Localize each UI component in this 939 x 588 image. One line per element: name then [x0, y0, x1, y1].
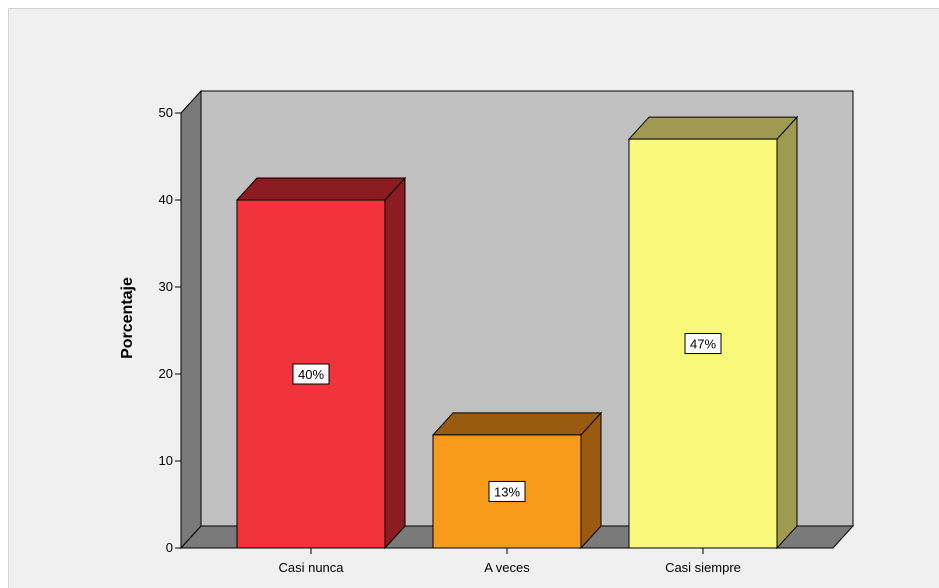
data-label-box — [684, 333, 722, 355]
y-axis: 0 10 20 30 40 50 — [159, 105, 182, 555]
bar: 40% — [235, 176, 407, 550]
bar: 13% — [431, 411, 603, 550]
x-tick-label: A veces — [484, 560, 530, 575]
y-tick-label: 40 — [159, 192, 173, 207]
y-tick-label: 0 — [166, 540, 173, 555]
data-label-box — [488, 480, 526, 502]
bar-top — [431, 412, 603, 436]
y-tick-label: 50 — [159, 105, 173, 120]
x-tick-label: Casi nunca — [278, 560, 344, 575]
data-label: 13% — [494, 484, 520, 499]
bar-side — [580, 411, 602, 550]
bar: 47% — [627, 115, 799, 550]
bar-top — [627, 116, 799, 140]
data-label: 40% — [298, 367, 324, 382]
bar-side — [384, 176, 406, 550]
data-label: 47% — [690, 337, 716, 352]
y-tick-label: 30 — [159, 279, 173, 294]
data-label-box — [292, 363, 330, 385]
x-axis-labels: Casi nunca A veces Casi siempre — [278, 548, 741, 575]
y-tick-label: 10 — [159, 453, 173, 468]
y-tick-label: 20 — [159, 366, 173, 381]
plot-side-wall — [180, 89, 202, 550]
bar-top — [235, 177, 407, 201]
bars-group: 40% 13% 47% — [235, 115, 799, 550]
x-tick-label: Casi siempre — [665, 560, 741, 575]
y-axis-title: Porcentaje — [119, 277, 136, 359]
bar-side — [776, 115, 798, 550]
